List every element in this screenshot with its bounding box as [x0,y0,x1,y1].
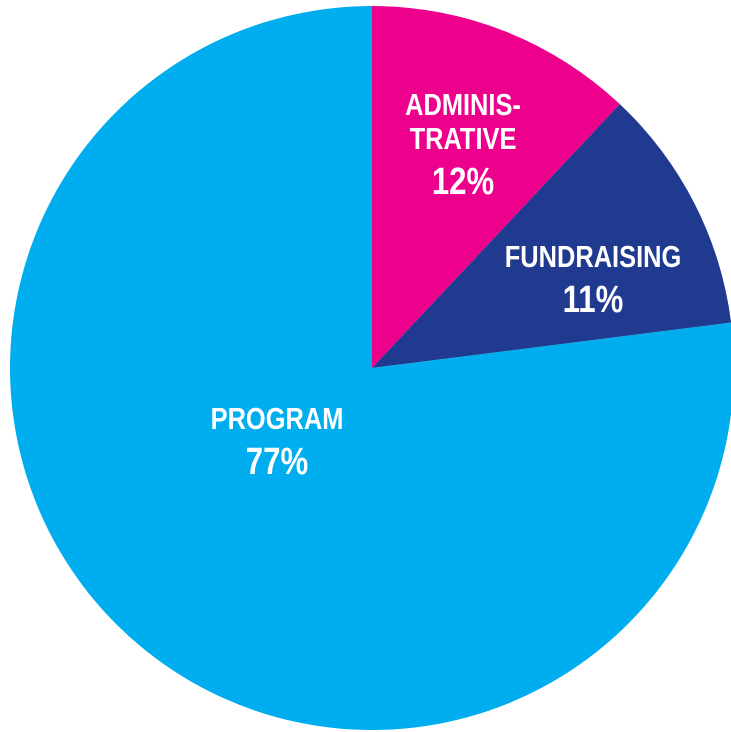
value-label: 11% [562,279,624,322]
slice-label: FUNDRAISING 11% [504,239,682,322]
pie-slice [10,6,731,730]
category-label: ADMINIS- TRATIVE [405,87,521,157]
category-label: PROGRAM [210,401,344,436]
slice-label: PROGRAM 77% [210,401,344,484]
value-label: 12% [431,161,495,204]
pie-slice [372,6,620,368]
category-label: FUNDRAISING [504,239,682,274]
value-label: 77% [245,441,309,484]
pie-slice [372,104,731,368]
slice-label: ADMINIS- TRATIVE 12% [405,87,521,204]
